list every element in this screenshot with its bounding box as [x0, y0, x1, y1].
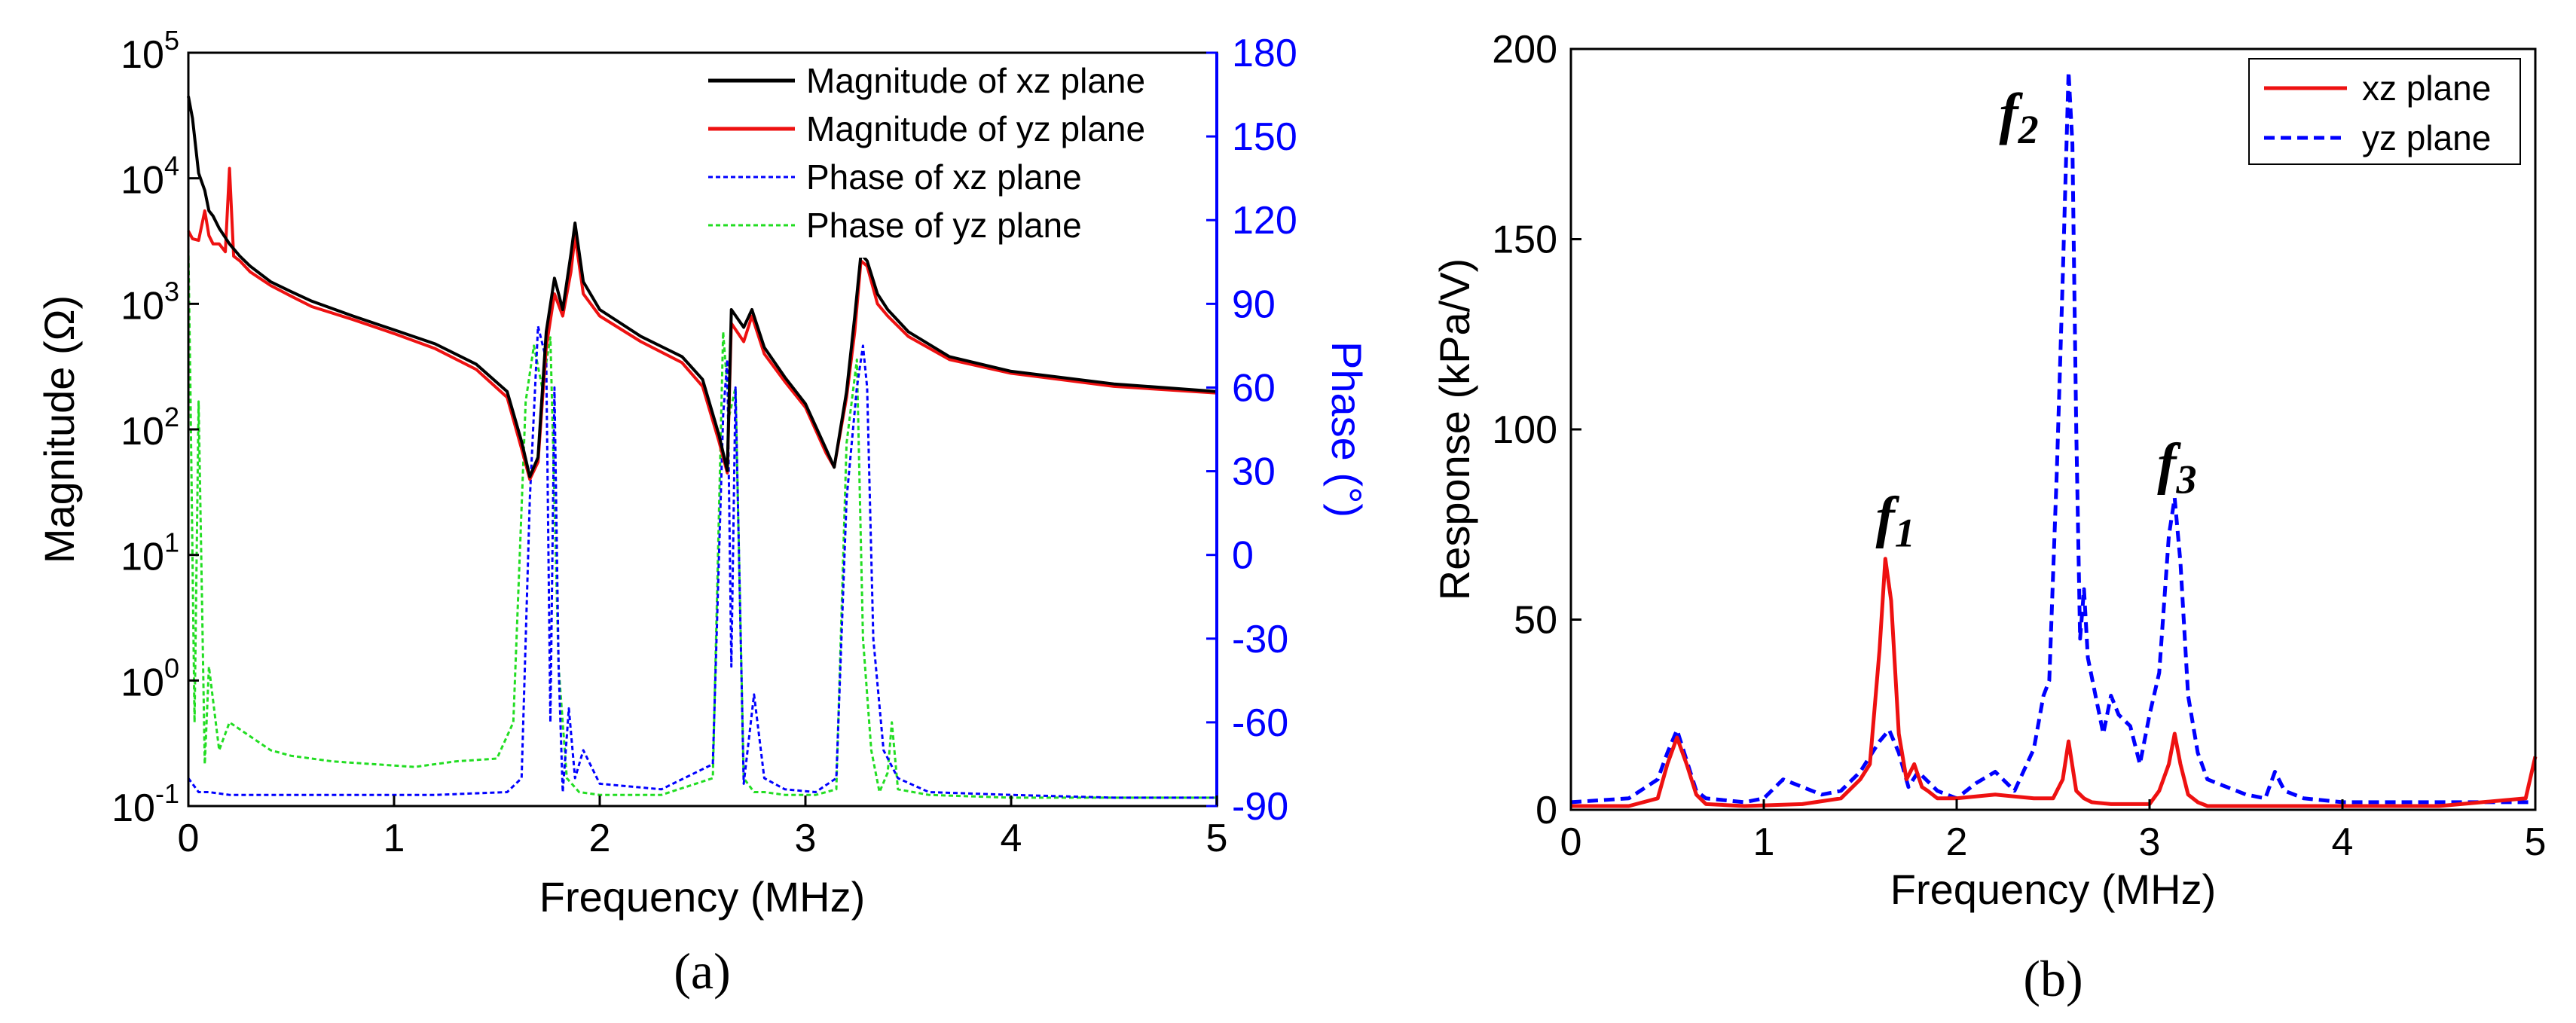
right-y-tick-label: 150 [1232, 115, 1297, 159]
y-tick-label: 150 [1492, 218, 1557, 262]
peak-label-f2: f2 [1999, 82, 2038, 152]
x-tick-label: 5 [1206, 817, 1228, 860]
series-line-magnitude-of-xz-plane [187, 96, 1218, 478]
y-tick-label: 0 [1536, 789, 1557, 832]
panel-b-y-axis-label: Response (kPa/V) [1431, 258, 1478, 600]
panel-a-series [187, 96, 1218, 799]
panel-b-caption: (b) [2023, 950, 2082, 1007]
x-tick-label: 4 [1001, 817, 1022, 860]
right-y-tick-label: 30 [1232, 450, 1276, 494]
right-y-tick-label: 60 [1232, 366, 1276, 410]
x-tick-label: 2 [1946, 820, 1968, 864]
legend-label-mag-yz: Magnitude of yz plane [806, 109, 1145, 148]
left-y-tick-label: 101 [121, 527, 179, 579]
legend-label-yz-plane: yz plane [2362, 118, 2491, 157]
legend-label-phase-xz: Phase of xz plane [806, 157, 1082, 197]
x-tick-label: 0 [178, 817, 200, 860]
panel-a-caption: (a) [674, 942, 730, 1000]
panel-b-x-axis-label: Frequency (MHz) [1890, 866, 2217, 913]
panel-b-legend: xz plane yz plane [2248, 58, 2521, 165]
right-y-tick-label: 0 [1232, 534, 1254, 578]
x-tick-label: 1 [1753, 820, 1775, 864]
panel-b-y-ticks: 0 50 100 150 200 [1492, 28, 1581, 832]
x-tick-label: 3 [795, 817, 817, 860]
series-line-phase-of-xz-plane [187, 325, 1217, 799]
right-y-tick-label: -30 [1232, 618, 1288, 661]
left-y-tick-label: 102 [121, 402, 179, 453]
legend-label-xz-plane: xz plane [2362, 69, 2491, 108]
left-y-tick-label: 100 [121, 652, 179, 704]
legend-label-mag-xz: Magnitude of xz plane [806, 61, 1145, 100]
series-line-xz-plane [1571, 557, 2538, 808]
panel-a-right-y-ticks: -90 -60 -30 0 30 60 90 120 150 180 [1206, 32, 1297, 829]
left-y-tick-label: 10-1 [112, 778, 179, 830]
panel-a-right-y-axis-label: Phase (°) [1323, 341, 1371, 518]
left-y-tick-label: 105 [121, 25, 179, 77]
x-tick-label: 3 [2139, 820, 2161, 864]
right-y-tick-label: 180 [1232, 32, 1297, 75]
x-tick-label: 2 [589, 817, 611, 860]
y-tick-label: 200 [1492, 28, 1557, 72]
left-y-tick-label: 103 [121, 276, 179, 328]
x-tick-label: 1 [383, 817, 405, 860]
x-tick-label: 4 [2332, 820, 2354, 864]
x-tick-label: 5 [2525, 820, 2547, 864]
right-y-tick-label: -60 [1232, 701, 1288, 745]
panel-a-legend: Magnitude of xz plane Magnitude of yz pl… [686, 60, 1205, 258]
right-y-tick-label: -90 [1232, 785, 1288, 829]
legend-label-phase-yz: Phase of yz plane [806, 206, 1082, 245]
panel-a-chart: 0 1 2 3 4 5 10-1 100 101 102 103 104 105 -90 -60 -30 0… [35, 25, 1371, 1000]
x-tick-label: 0 [1560, 820, 1582, 864]
panel-b-chart: 0 1 2 3 4 5 0 50 100 150 200 Frequency (MHz) Resp… [1431, 28, 2546, 1007]
panel-b-x-ticks: 0 1 2 3 4 5 [1560, 799, 2547, 864]
right-y-tick-label: 120 [1232, 199, 1297, 243]
y-tick-label: 100 [1492, 408, 1557, 452]
left-y-tick-label: 104 [121, 151, 179, 203]
panel-b-series [1570, 69, 2538, 808]
panel-a-x-axis-label: Frequency (MHz) [539, 873, 866, 921]
panel-a-x-ticks: 0 1 2 3 4 5 [178, 795, 1228, 860]
series-line-yz-plane [1570, 69, 2535, 805]
panel-a-left-y-axis-label: Magnitude (Ω) [35, 295, 83, 563]
peak-label-f3: f3 [2157, 432, 2196, 502]
series-line-phase-of-yz-plane [187, 248, 1217, 799]
panel-a-left-y-ticks: 10-1 100 101 102 103 104 105 [112, 25, 199, 830]
right-y-tick-label: 90 [1232, 282, 1276, 326]
panel-b-legend-box [2248, 58, 2521, 165]
y-tick-label: 50 [1514, 599, 1557, 643]
